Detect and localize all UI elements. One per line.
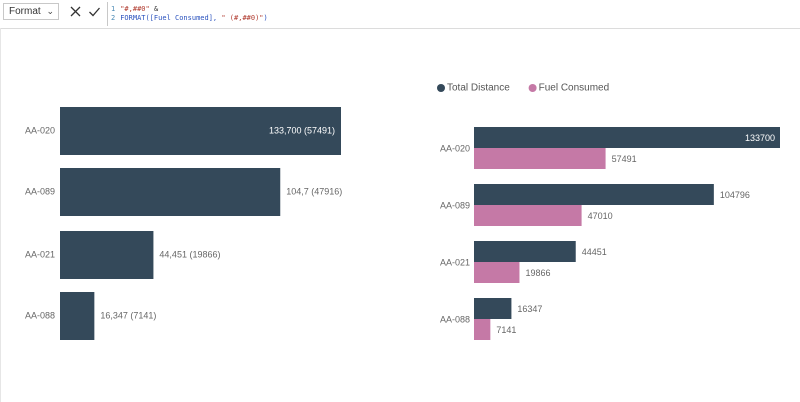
category-label: AA-020 [25,125,55,135]
data-label: 133,700 (57491) [269,125,335,135]
category-label: AA-021 [440,257,470,267]
formula-token: "#,##0" [120,5,150,13]
fuel-consumed-bar [474,148,606,169]
formula-line-number: 2 [111,14,116,22]
fuel-consumed-bar [474,319,491,340]
category-label: AA-089 [25,186,55,196]
bar-aa-021 [60,231,154,279]
formula-line-number: 1 [111,5,116,13]
legend-label: Total Distance [447,83,510,94]
formula-token: & [149,5,159,13]
category-label: AA-021 [25,249,55,259]
data-label: 133700 [745,133,775,143]
cancel-icon[interactable] [67,3,84,20]
data-label: 44,451 (19866) [159,249,220,259]
bar-aa-089 [60,168,281,216]
fuel-consumed-bar [474,262,520,283]
data-label: 19866 [525,268,550,278]
data-label: 47010 [588,211,613,221]
data-label: 104796 [720,190,750,200]
legend-label: Fuel Consumed [539,83,610,94]
bar-aa-088 [60,292,95,340]
format-dropdown[interactable]: Format ⌄ [3,3,59,20]
formula-bar: Format ⌄ 1 "#,##0" & 2 FORMAT([Fuel Consume… [0,0,800,29]
data-label: 16,347 (7141) [100,310,156,320]
fuel-consumed-bar [474,205,582,226]
legend-marker [437,84,445,92]
data-label: 57491 [612,154,637,164]
formula-token: " (#,##0)" [221,14,264,22]
total-distance-bar [474,184,714,205]
category-label: AA-020 [440,143,470,153]
formula-line: 2 FORMAT([Fuel Consumed], " (#,##0)") [111,14,800,23]
legend-marker [528,84,537,92]
bar-aa-020 [60,107,341,155]
format-dropdown-label: Format [9,6,41,17]
total-distance-bar [474,241,576,262]
commit-check-icon[interactable] [86,3,103,20]
formula-line: 1 "#,##0" & [111,5,800,14]
category-label: AA-088 [440,314,470,324]
data-label: 104,7 (47916) [286,186,342,196]
category-label: AA-089 [440,200,470,210]
formula-editor[interactable]: 1 "#,##0" & 2 FORMAT([Fuel Consumed], " (#,… [107,2,800,26]
category-label: AA-088 [25,310,55,320]
formula-token: ) [263,14,268,22]
formula-token: FORMAT([Fuel Consumed], [120,14,222,22]
total-distance-bar [474,127,780,148]
total-distance-bar [474,298,512,319]
canvas-left-border [0,28,1,402]
data-label: 7141 [496,325,516,335]
data-label: 16347 [517,304,542,314]
data-label: 44451 [582,247,607,257]
chevron-down-icon: ⌄ [46,6,54,16]
